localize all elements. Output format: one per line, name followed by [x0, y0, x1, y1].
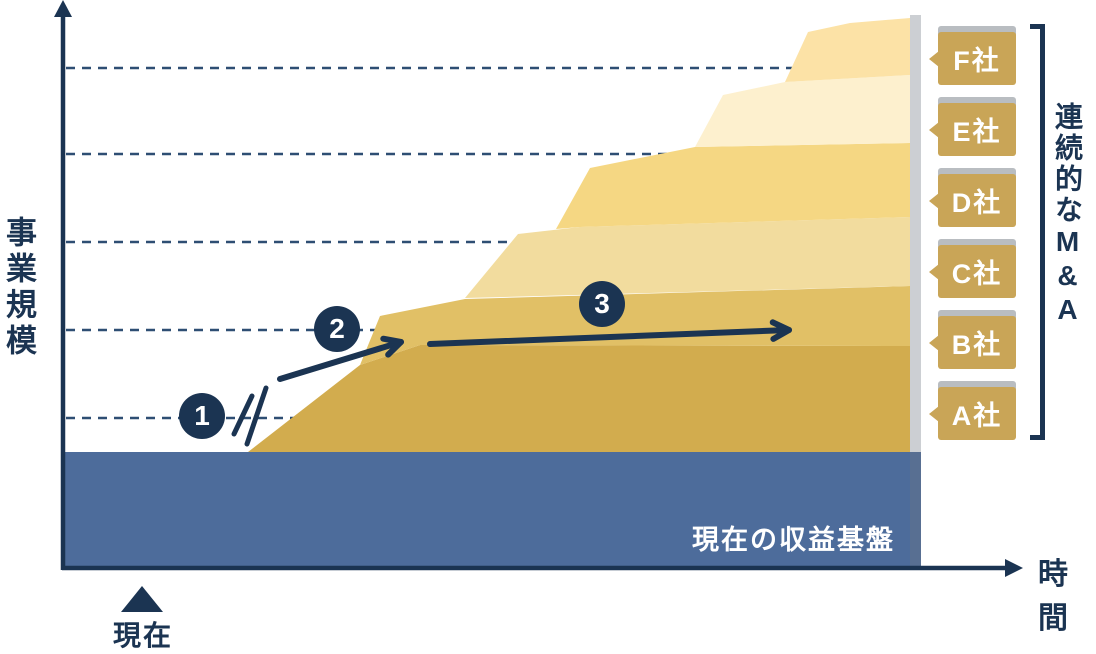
- band-B社: [360, 286, 910, 365]
- badge-company-a: A社: [938, 387, 1016, 440]
- step1-spark-mark-1: [231, 393, 255, 437]
- step-3-badge: 3: [579, 281, 625, 327]
- step-arrowhead-icon-3: [769, 319, 792, 342]
- band-D社: [556, 143, 910, 229]
- x-axis-label: 時間: [1038, 558, 1070, 635]
- band-A社: [248, 345, 910, 452]
- present-marker-label: 現在: [112, 620, 173, 651]
- bracket-label: 連続的なM&A: [1052, 102, 1083, 328]
- y-axis-label: 事業規模: [1, 216, 36, 360]
- base-area-label: 現在の収益基盤: [692, 525, 895, 555]
- step-2-badge: 2: [314, 306, 360, 352]
- band-E社: [695, 75, 910, 147]
- x-axis-arrowhead-icon: [1005, 559, 1023, 577]
- badge-company-f: F社: [938, 32, 1016, 85]
- step1-spark-mark-0: [244, 385, 269, 447]
- step-1-badge: 1: [179, 393, 225, 439]
- present-marker-icon: [121, 586, 163, 612]
- badge-company-e: E社: [938, 103, 1016, 156]
- step-arrow-3: [427, 327, 792, 347]
- band-F社: [785, 18, 910, 82]
- badge-company-d: D社: [938, 174, 1016, 227]
- badge-company-c: C社: [938, 245, 1016, 298]
- chart-edge-strip: [910, 15, 921, 566]
- band-C社: [465, 217, 910, 298]
- step-arrow-2: [277, 339, 404, 382]
- current-revenue-base-area: [62, 452, 921, 566]
- badge-company-b: B社: [938, 316, 1016, 369]
- y-axis-arrowhead-icon: [54, 0, 72, 17]
- bracket: [1030, 24, 1045, 440]
- company-badge-list: F社 E社 D社 C社 B社 A社: [938, 32, 1016, 440]
- step-arrowhead-icon-2: [380, 335, 404, 358]
